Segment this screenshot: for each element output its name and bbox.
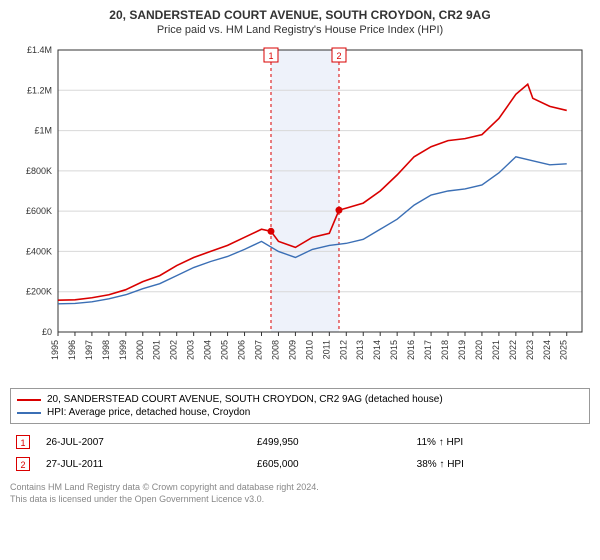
svg-text:2015: 2015 (389, 340, 399, 360)
footer-line: Contains HM Land Registry data © Crown c… (10, 482, 590, 494)
svg-text:1999: 1999 (118, 340, 128, 360)
svg-text:1995: 1995 (50, 340, 60, 360)
sale-marker-icon: 2 (16, 457, 30, 471)
svg-text:2006: 2006 (237, 340, 247, 360)
svg-text:£1M: £1M (34, 126, 52, 136)
svg-text:£200K: £200K (26, 287, 52, 297)
svg-text:2021: 2021 (491, 340, 501, 360)
legend-label: HPI: Average price, detached house, Croy… (47, 407, 250, 418)
svg-text:2023: 2023 (525, 340, 535, 360)
svg-text:2002: 2002 (169, 340, 179, 360)
svg-text:2005: 2005 (220, 340, 230, 360)
svg-text:2014: 2014 (372, 340, 382, 360)
legend-item: HPI: Average price, detached house, Croy… (17, 406, 583, 419)
svg-text:2000: 2000 (135, 340, 145, 360)
svg-text:2017: 2017 (423, 340, 433, 360)
sale-date: 26-JUL-2007 (42, 432, 251, 452)
svg-text:1: 1 (268, 51, 273, 61)
sale-price: £499,950 (253, 432, 411, 452)
svg-text:£1.4M: £1.4M (27, 45, 52, 55)
footer-line: This data is licensed under the Open Gov… (10, 494, 590, 506)
svg-text:2003: 2003 (186, 340, 196, 360)
svg-text:2022: 2022 (508, 340, 518, 360)
svg-text:£0: £0 (42, 327, 52, 337)
legend: 20, SANDERSTEAD COURT AVENUE, SOUTH CROY… (10, 388, 590, 424)
line-chart: £0 £200K £400K £600K £800K £1M £1.2M £1.4M 1995 1… (10, 42, 590, 382)
svg-text:2010: 2010 (304, 340, 314, 360)
svg-text:£1.2M: £1.2M (27, 85, 52, 95)
legend-item: 20, SANDERSTEAD COURT AVENUE, SOUTH CROY… (17, 393, 583, 406)
svg-text:£800K: £800K (26, 166, 52, 176)
svg-text:2004: 2004 (203, 340, 213, 360)
sale-delta: 38% ↑ HPI (413, 454, 588, 474)
sale-delta: 11% ↑ HPI (413, 432, 588, 452)
svg-text:2001: 2001 (152, 340, 162, 360)
svg-text:2007: 2007 (253, 340, 263, 360)
svg-text:2019: 2019 (457, 340, 467, 360)
legend-label: 20, SANDERSTEAD COURT AVENUE, SOUTH CROY… (47, 394, 443, 405)
svg-text:1998: 1998 (101, 340, 111, 360)
svg-text:2012: 2012 (338, 340, 348, 360)
svg-text:1996: 1996 (67, 340, 77, 360)
svg-text:1997: 1997 (84, 340, 94, 360)
sale-date: 27-JUL-2011 (42, 454, 251, 474)
svg-text:2011: 2011 (321, 340, 331, 359)
svg-text:2009: 2009 (287, 340, 297, 360)
svg-text:2016: 2016 (406, 340, 416, 360)
svg-text:2025: 2025 (559, 340, 569, 360)
footer: Contains HM Land Registry data © Crown c… (10, 482, 590, 505)
table-row: 2 27-JUL-2011 £605,000 38% ↑ HPI (12, 454, 588, 474)
svg-text:2024: 2024 (542, 340, 552, 360)
chart-subtitle: Price paid vs. HM Land Registry's House … (10, 24, 590, 36)
legend-swatch (17, 412, 41, 414)
sale-price: £605,000 (253, 454, 411, 474)
table-row: 1 26-JUL-2007 £499,950 11% ↑ HPI (12, 432, 588, 452)
svg-text:2020: 2020 (474, 340, 484, 360)
chart-area: £0 £200K £400K £600K £800K £1M £1.2M £1.4M 1995 1… (10, 42, 590, 382)
svg-text:2013: 2013 (355, 340, 365, 360)
sale-marker-icon: 1 (16, 435, 30, 449)
svg-text:2: 2 (336, 51, 341, 61)
sales-table: 1 26-JUL-2007 £499,950 11% ↑ HPI 2 27-JU… (10, 430, 590, 476)
chart-title: 20, SANDERSTEAD COURT AVENUE, SOUTH CROY… (10, 8, 590, 22)
legend-swatch (17, 399, 41, 401)
svg-text:2008: 2008 (270, 340, 280, 360)
svg-text:£400K: £400K (26, 246, 52, 256)
svg-text:2018: 2018 (440, 340, 450, 360)
svg-text:£600K: £600K (26, 206, 52, 216)
